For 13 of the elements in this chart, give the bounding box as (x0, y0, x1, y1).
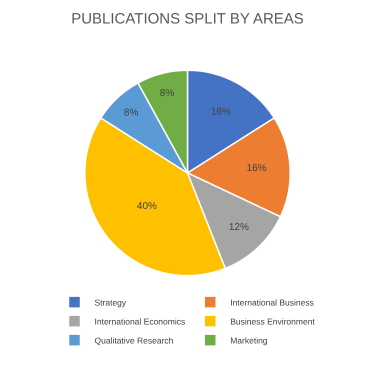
legend-label: International Business (230, 297, 314, 308)
legend-label: Business Environment (230, 316, 316, 326)
data-label: 16% (246, 163, 267, 174)
legend-label: Marketing (230, 335, 268, 346)
legend-label: Strategy (94, 297, 127, 308)
data-label: 8% (124, 108, 138, 119)
data-label: 16% (210, 106, 231, 118)
data-label: 8% (160, 88, 174, 99)
chart-title: PUBLICATIONS SPLIT BY AREAS (71, 10, 304, 28)
legend-label: Qualitative Research (94, 335, 174, 346)
legend-label: International Economics (94, 316, 186, 326)
data-label: 40% (136, 201, 158, 212)
data-label: 12% (228, 222, 249, 234)
